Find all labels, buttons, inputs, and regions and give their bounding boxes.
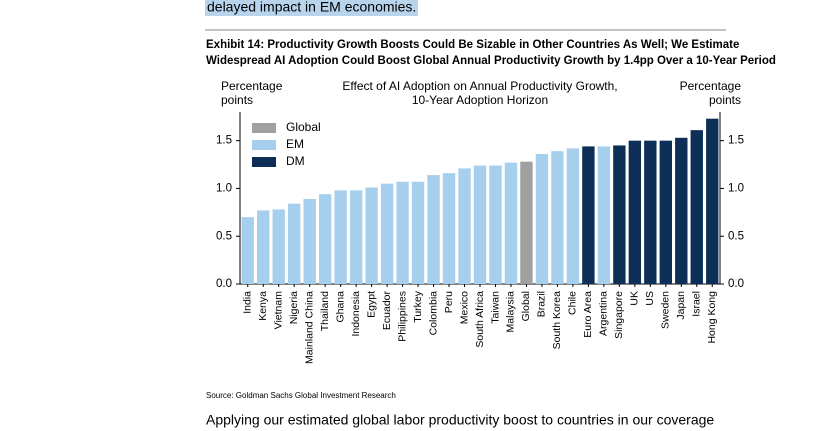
- y2-tick-label: 1.0: [728, 182, 744, 194]
- bar: [241, 217, 254, 284]
- x-tick-label: Ghana: [334, 291, 346, 323]
- legend-swatch: [252, 123, 276, 133]
- y2-tick-label: 1.5: [728, 135, 744, 147]
- y-tick-label: 1.5: [216, 135, 232, 147]
- exhibit-title: Exhibit 14: Productivity Growth Boosts C…: [206, 39, 739, 51]
- y-tick-label: 0.5: [216, 230, 232, 242]
- bar: [535, 154, 549, 284]
- legend-label: EM: [286, 137, 304, 151]
- bar: [675, 137, 688, 284]
- x-tick-label: US: [644, 291, 656, 306]
- bar: [690, 130, 703, 284]
- x-tick-label: Nigeria: [288, 291, 300, 324]
- bar: [566, 148, 580, 284]
- bar: [597, 146, 611, 284]
- bar: [458, 168, 471, 284]
- exhibit-title: Widespread AI Adoption Could Boost Globa…: [206, 55, 776, 67]
- bar: [582, 146, 595, 284]
- bar: [303, 198, 316, 284]
- x-tick-label: Indonesia: [350, 291, 362, 337]
- source: Source: Goldman Sachs Global Investment …: [206, 391, 396, 400]
- x-tick-label: Malaysia: [505, 291, 517, 333]
- x-tick-label: Chile: [567, 291, 579, 315]
- y2-tick-label: 0.5: [728, 230, 744, 242]
- x-tick-label: India: [242, 291, 254, 314]
- x-tick-label: Egypt: [365, 291, 377, 318]
- x-tick-label: Peru: [443, 291, 455, 313]
- y-tick-label: 0.0: [216, 278, 232, 290]
- bar: [380, 183, 394, 284]
- x-tick-label: Hong Kong: [706, 291, 718, 344]
- bar: [473, 165, 487, 284]
- x-tick-label: Brazil: [536, 291, 548, 317]
- x-tick-label: Vietnam: [272, 291, 284, 330]
- footer-text: Applying our estimated global labor prod…: [206, 412, 714, 428]
- x-tick-label: Turkey: [412, 290, 424, 322]
- y2-axis-label: Percentage: [680, 79, 742, 93]
- x-tick-label: Global: [520, 291, 532, 321]
- bar: [489, 165, 502, 284]
- x-tick-label: South Korea: [551, 291, 563, 350]
- bar: [644, 140, 657, 284]
- legend-label: DM: [286, 154, 305, 168]
- legend-swatch: [252, 140, 276, 150]
- x-tick-label: Mainland China: [303, 291, 315, 364]
- legend-swatch: [252, 157, 276, 167]
- highlight: [205, 0, 418, 16]
- x-tick-label: Singapore: [613, 291, 625, 339]
- x-tick-label: Colombia: [427, 291, 439, 336]
- bar: [427, 175, 440, 284]
- x-tick-label: Thailand: [319, 291, 331, 331]
- header-text: delayed impact in EM economies.: [207, 0, 416, 15]
- bar: [288, 203, 301, 284]
- y-tick-label: 1.0: [216, 182, 232, 194]
- x-tick-label: Japan: [675, 291, 687, 320]
- bar: [318, 194, 332, 284]
- bar: [257, 210, 270, 284]
- bar: [442, 173, 456, 284]
- x-tick-label: South Africa: [474, 291, 486, 348]
- x-tick-label: Israel: [691, 291, 703, 317]
- x-tick-label: Philippines: [396, 291, 408, 342]
- bar: [365, 187, 378, 284]
- y-axis-label: Percentage: [221, 79, 283, 93]
- bar: [659, 140, 672, 284]
- x-tick-label: Ecuador: [381, 290, 393, 330]
- bar: [272, 209, 285, 284]
- x-tick-label: Mexico: [458, 291, 470, 324]
- x-tick-label: Euro Area: [582, 291, 594, 338]
- x-tick-label: Kenya: [257, 291, 269, 321]
- y2-axis-label: points: [709, 93, 741, 107]
- bar: [628, 140, 642, 284]
- legend-label: Global: [286, 120, 321, 134]
- bar: [706, 118, 719, 284]
- y2-tick-label: 0.0: [728, 278, 744, 290]
- bar: [520, 161, 533, 284]
- y-axis-label: points: [221, 93, 253, 107]
- x-tick-label: Argentina: [598, 291, 610, 336]
- bar: [504, 162, 518, 284]
- bar: [551, 151, 564, 284]
- x-tick-label: Taiwan: [489, 291, 501, 324]
- x-tick-label: Sweden: [660, 291, 672, 329]
- x-tick-label: UK: [629, 291, 641, 306]
- chart-title: 10-Year Adoption Horizon: [412, 93, 548, 107]
- bar: [613, 145, 626, 284]
- bar: [411, 181, 425, 284]
- chart-title: Effect of AI Adoption on Annual Producti…: [342, 79, 617, 93]
- bar: [396, 181, 409, 284]
- bar: [349, 190, 363, 284]
- bar: [334, 190, 347, 284]
